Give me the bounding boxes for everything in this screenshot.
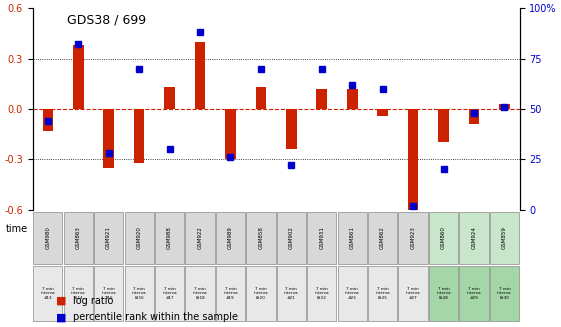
- Bar: [408, 109, 419, 210]
- Bar: [225, 109, 236, 159]
- Bar: [468, 109, 479, 124]
- FancyBboxPatch shape: [490, 266, 519, 320]
- FancyBboxPatch shape: [429, 212, 458, 264]
- FancyBboxPatch shape: [490, 212, 519, 264]
- FancyBboxPatch shape: [459, 212, 489, 264]
- Bar: [499, 104, 510, 109]
- Text: time: time: [6, 224, 27, 234]
- Text: GSM921: GSM921: [106, 226, 111, 249]
- Bar: [164, 87, 175, 109]
- Bar: [438, 109, 449, 143]
- Bar: [103, 109, 114, 168]
- Bar: [195, 42, 205, 109]
- Text: ■: ■: [56, 312, 67, 322]
- Text: 7 min
interva
#21: 7 min interva #21: [284, 287, 298, 300]
- Text: 7 min
interva
l#25: 7 min interva l#25: [375, 287, 390, 300]
- Bar: [134, 109, 145, 163]
- FancyBboxPatch shape: [64, 266, 93, 320]
- Text: GSM989: GSM989: [228, 226, 233, 249]
- FancyBboxPatch shape: [216, 266, 245, 320]
- FancyBboxPatch shape: [33, 266, 62, 320]
- FancyBboxPatch shape: [338, 266, 367, 320]
- Text: GSM862: GSM862: [380, 226, 385, 249]
- FancyBboxPatch shape: [429, 266, 458, 320]
- FancyBboxPatch shape: [277, 212, 306, 264]
- Bar: [378, 109, 388, 115]
- Text: 7 min
interva
l#20: 7 min interva l#20: [254, 287, 268, 300]
- Text: 7 min
interva
#17: 7 min interva #17: [162, 287, 177, 300]
- Text: 7 min
interva
#23: 7 min interva #23: [345, 287, 360, 300]
- Text: 7 min
interva
#13: 7 min interva #13: [40, 287, 55, 300]
- FancyBboxPatch shape: [125, 212, 154, 264]
- Text: 7 min
interva
#29: 7 min interva #29: [467, 287, 481, 300]
- FancyBboxPatch shape: [307, 212, 337, 264]
- Bar: [43, 109, 53, 131]
- Bar: [286, 109, 297, 149]
- Text: 7 min
interva
l#16: 7 min interva l#16: [132, 287, 146, 300]
- Text: GSM863: GSM863: [76, 226, 81, 249]
- Text: GSM859: GSM859: [502, 226, 507, 249]
- Text: GSM858: GSM858: [259, 226, 264, 249]
- FancyBboxPatch shape: [398, 266, 427, 320]
- Text: ■: ■: [56, 296, 67, 306]
- Text: 7 min
interva
l#30: 7 min interva l#30: [497, 287, 512, 300]
- FancyBboxPatch shape: [216, 212, 245, 264]
- FancyBboxPatch shape: [368, 266, 397, 320]
- FancyBboxPatch shape: [125, 266, 154, 320]
- Text: 7 min
interva
l#14: 7 min interva l#14: [71, 287, 86, 300]
- Text: GSM920: GSM920: [137, 226, 142, 249]
- Text: GSM923: GSM923: [411, 226, 416, 249]
- Text: 7 min
interva
#27: 7 min interva #27: [406, 287, 420, 300]
- FancyBboxPatch shape: [64, 212, 93, 264]
- Text: 7 min
interva
l#22: 7 min interva l#22: [315, 287, 329, 300]
- FancyBboxPatch shape: [307, 266, 337, 320]
- Bar: [73, 45, 84, 109]
- Text: GSM922: GSM922: [197, 226, 203, 249]
- FancyBboxPatch shape: [338, 212, 367, 264]
- Text: GSM924: GSM924: [471, 226, 476, 249]
- Text: 7 min
interva
l#28: 7 min interva l#28: [436, 287, 451, 300]
- FancyBboxPatch shape: [277, 266, 306, 320]
- FancyBboxPatch shape: [246, 212, 275, 264]
- FancyBboxPatch shape: [186, 266, 215, 320]
- FancyBboxPatch shape: [155, 212, 184, 264]
- Bar: [316, 89, 327, 109]
- Bar: [347, 89, 357, 109]
- FancyBboxPatch shape: [186, 212, 215, 264]
- FancyBboxPatch shape: [155, 266, 184, 320]
- FancyBboxPatch shape: [94, 266, 123, 320]
- FancyBboxPatch shape: [94, 212, 123, 264]
- FancyBboxPatch shape: [246, 266, 275, 320]
- Text: 7 min
interva
#15: 7 min interva #15: [102, 287, 116, 300]
- FancyBboxPatch shape: [459, 266, 489, 320]
- Text: GSM988: GSM988: [167, 226, 172, 249]
- Text: 7 min
interva
#19: 7 min interva #19: [223, 287, 238, 300]
- Text: GSM931: GSM931: [319, 226, 324, 249]
- FancyBboxPatch shape: [368, 212, 397, 264]
- Text: percentile rank within the sample: percentile rank within the sample: [73, 312, 238, 322]
- FancyBboxPatch shape: [33, 212, 62, 264]
- Text: log ratio: log ratio: [73, 296, 113, 306]
- Text: GSM861: GSM861: [350, 226, 355, 249]
- Text: GSM860: GSM860: [441, 226, 446, 249]
- Bar: [256, 87, 266, 109]
- Text: GSM902: GSM902: [289, 226, 294, 249]
- Text: GDS38 / 699: GDS38 / 699: [67, 13, 146, 26]
- Text: 7 min
interva
l#18: 7 min interva l#18: [193, 287, 208, 300]
- Text: GSM980: GSM980: [45, 226, 50, 249]
- FancyBboxPatch shape: [398, 212, 427, 264]
